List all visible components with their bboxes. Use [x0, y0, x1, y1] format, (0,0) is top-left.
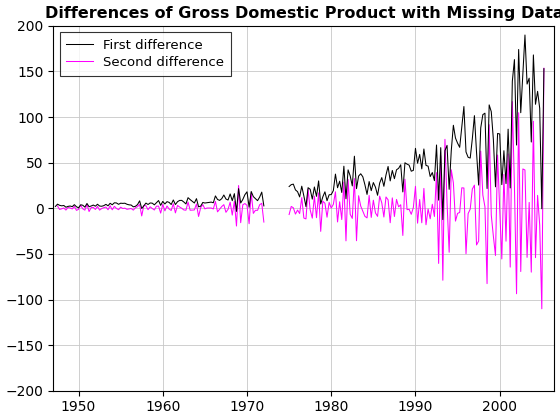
Second difference: [122, 206, 128, 211]
Legend: First difference, Second difference: First difference, Second difference: [60, 32, 231, 76]
Second difference: [99, 206, 105, 211]
Second difference: [540, 66, 547, 71]
First difference: [147, 200, 153, 205]
First difference: [179, 198, 185, 203]
Second difference: [206, 205, 212, 210]
Line: First difference: First difference: [55, 35, 544, 220]
First difference: [338, 190, 345, 195]
Second difference: [54, 203, 61, 208]
Title: Differences of Gross Domestic Product with Missing Data: Differences of Gross Domestic Product wi…: [45, 5, 560, 21]
Second difference: [180, 207, 187, 213]
First difference: [393, 167, 400, 172]
First difference: [540, 66, 547, 71]
First difference: [423, 163, 430, 168]
First difference: [488, 109, 494, 114]
Second difference: [94, 204, 101, 209]
First difference: [52, 204, 59, 209]
Line: Second difference: Second difference: [58, 68, 544, 309]
Second difference: [528, 270, 535, 275]
